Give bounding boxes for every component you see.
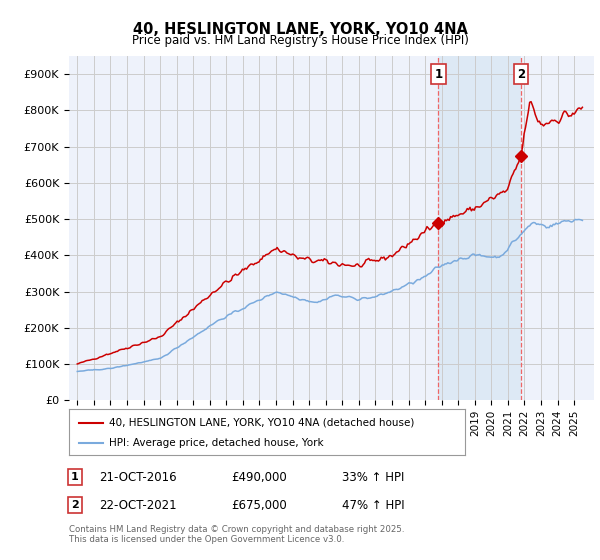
- Text: Contains HM Land Registry data © Crown copyright and database right 2025.
This d: Contains HM Land Registry data © Crown c…: [69, 525, 404, 544]
- Text: 2: 2: [517, 68, 525, 81]
- Text: Price paid vs. HM Land Registry's House Price Index (HPI): Price paid vs. HM Land Registry's House …: [131, 34, 469, 46]
- Text: 22-OCT-2021: 22-OCT-2021: [99, 498, 176, 512]
- Text: 40, HESLINGTON LANE, YORK, YO10 4NA: 40, HESLINGTON LANE, YORK, YO10 4NA: [133, 22, 467, 38]
- Text: £490,000: £490,000: [231, 470, 287, 484]
- Text: £675,000: £675,000: [231, 498, 287, 512]
- Text: HPI: Average price, detached house, York: HPI: Average price, detached house, York: [109, 438, 323, 448]
- Text: 1: 1: [71, 472, 79, 482]
- Text: 2: 2: [71, 500, 79, 510]
- Text: 1: 1: [434, 68, 442, 81]
- Text: 33% ↑ HPI: 33% ↑ HPI: [342, 470, 404, 484]
- Text: 21-OCT-2016: 21-OCT-2016: [99, 470, 176, 484]
- Text: 47% ↑ HPI: 47% ↑ HPI: [342, 498, 404, 512]
- Bar: [439, 56, 521, 400]
- Text: 40, HESLINGTON LANE, YORK, YO10 4NA (detached house): 40, HESLINGTON LANE, YORK, YO10 4NA (det…: [109, 418, 414, 428]
